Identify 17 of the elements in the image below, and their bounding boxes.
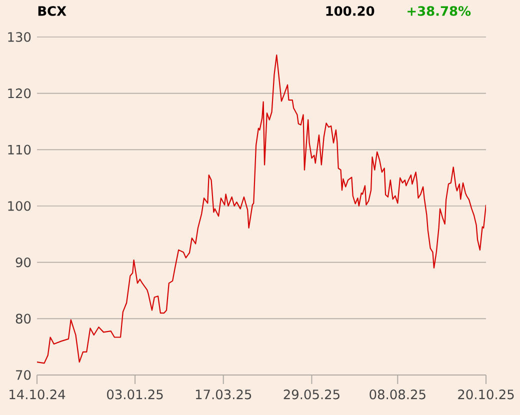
y-tick-label: 80 — [16, 314, 31, 324]
x-tick-label: 08.08.25 — [370, 390, 426, 400]
y-tick-label: 120 — [8, 88, 31, 98]
x-tick-label: 17.03.25 — [196, 390, 252, 400]
x-tick-label: 14.10.24 — [10, 390, 66, 400]
chart-title: BCX — [38, 6, 66, 16]
y-tick-label: 130 — [8, 32, 31, 42]
x-tick-label: 20.10.25 — [458, 390, 514, 400]
y-tick-label: 100 — [8, 201, 31, 211]
y-tick-label: 90 — [16, 257, 31, 268]
x-tick-label: 29.05.25 — [284, 390, 340, 400]
line-series — [37, 54, 486, 364]
text: 100.20 — [326, 6, 374, 16]
y-tick-label: 70 — [16, 370, 31, 380]
x-tick-label: 03.01.25 — [107, 390, 163, 400]
text: +38.78% — [408, 6, 471, 16]
y-tick-label: 110 — [8, 144, 31, 155]
